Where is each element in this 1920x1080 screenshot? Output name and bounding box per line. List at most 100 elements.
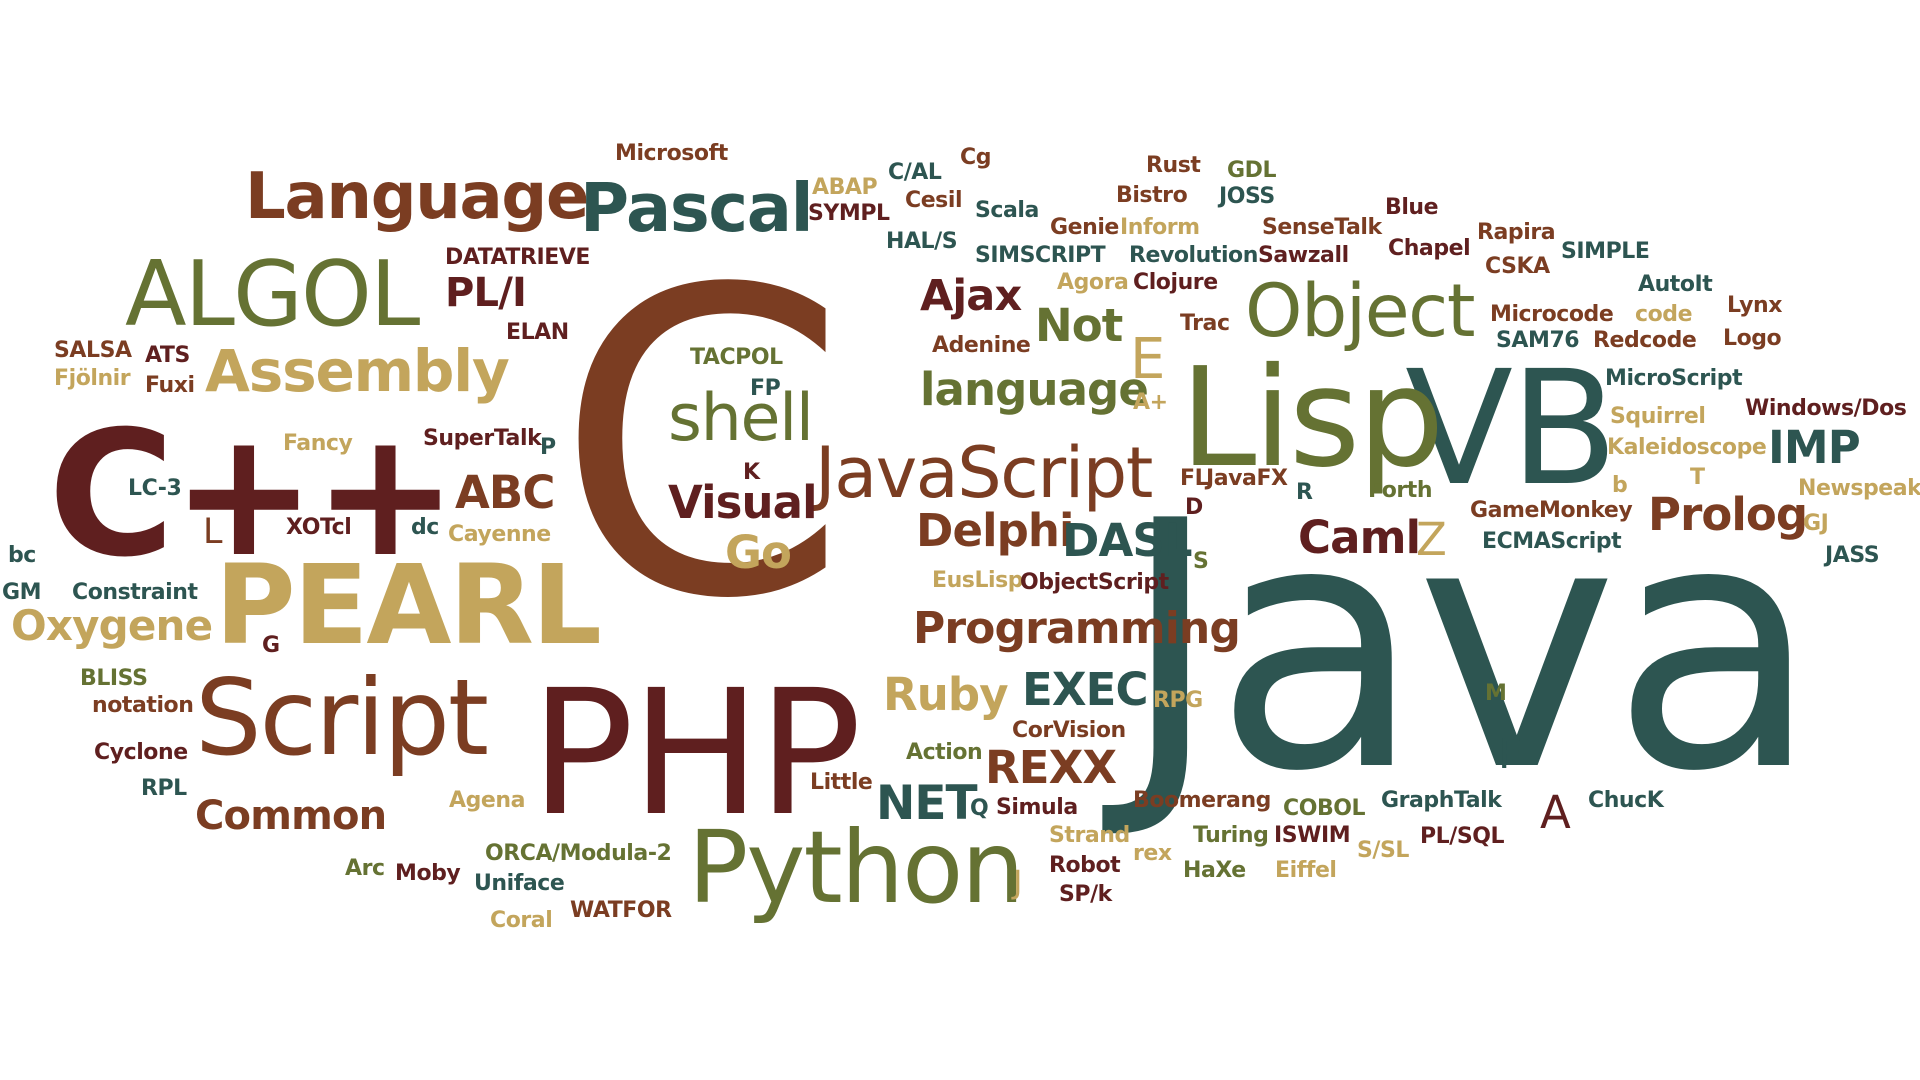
- word-j: J: [1013, 863, 1022, 901]
- word-q: Q: [970, 796, 989, 821]
- word-datatrieve: DATATRIEVE: [445, 245, 591, 270]
- word-moby: Moby: [395, 861, 461, 886]
- word-simula: Simula: [996, 795, 1078, 820]
- word-vb: VB: [1405, 337, 1618, 521]
- word-fancy: Fancy: [283, 431, 353, 456]
- word-tacpol: TACPOL: [690, 345, 783, 370]
- word-newspeak: Newspeak: [1798, 476, 1920, 501]
- word-assembly: Assembly: [205, 337, 510, 405]
- word-agena: Agena: [449, 788, 526, 813]
- word-pl-i: PL/I: [445, 270, 527, 316]
- word-autoit: AutoIt: [1638, 272, 1713, 297]
- word-agora: Agora: [1057, 270, 1129, 295]
- word-cayenne: Cayenne: [448, 522, 551, 547]
- word-microcode: Microcode: [1490, 302, 1614, 327]
- word-uniface: Uniface: [474, 871, 565, 896]
- word-rex: rex: [1133, 841, 1172, 866]
- word-simple: SIMPLE: [1561, 239, 1650, 264]
- word-caml: Caml: [1298, 511, 1421, 564]
- word-bliss: BLISS: [80, 666, 148, 691]
- word-g: G: [262, 633, 280, 658]
- word-sam76: SAM76: [1496, 328, 1580, 353]
- word-scala: Scala: [975, 198, 1039, 223]
- word-joss: JOSS: [1219, 184, 1275, 209]
- word-s: S: [1193, 549, 1209, 574]
- word-chuck: ChucK: [1588, 788, 1664, 813]
- word-gamemonkey: GameMonkey: [1470, 498, 1633, 523]
- word-cyclone: Cyclone: [94, 740, 188, 765]
- word-javascript: JavaScript: [815, 432, 1153, 514]
- word-common: Common: [195, 793, 387, 839]
- word-corvision: CorVision: [1012, 718, 1126, 743]
- word-bc: bc: [8, 543, 36, 568]
- word-sp-k: SP/k: [1059, 882, 1112, 907]
- word-go: Go: [725, 526, 792, 579]
- word-arc: Arc: [345, 856, 385, 881]
- word-java: Java: [1120, 449, 1820, 846]
- word-k: K: [743, 460, 760, 485]
- word-constraint: Constraint: [72, 580, 198, 605]
- word-c-al: C/AL: [888, 160, 942, 185]
- word-rpl: RPL: [141, 776, 187, 801]
- word-cobol: COBOL: [1283, 796, 1366, 821]
- word-shell: shell: [668, 381, 814, 456]
- word-cska: CSKA: [1485, 254, 1550, 279]
- word-ats: ATS: [145, 343, 190, 368]
- word-cg: Cg: [960, 145, 992, 170]
- word-little: Little: [810, 770, 873, 795]
- word-microscript: MicroScript: [1605, 366, 1743, 391]
- word-graphtalk: GraphTalk: [1381, 788, 1502, 813]
- word-abc: ABC: [455, 466, 555, 519]
- word-gdl: GDL: [1227, 158, 1277, 183]
- word-a: A: [1540, 786, 1571, 839]
- word-pascal: Pascal: [580, 169, 814, 247]
- word-inform: Inform: [1120, 215, 1200, 240]
- word-hal-s: HAL/S: [886, 229, 958, 254]
- word-b: b: [1612, 473, 1628, 498]
- word-sawzall: Sawzall: [1258, 243, 1349, 268]
- word-forth: Forth: [1368, 478, 1433, 503]
- word-objectscript: ObjectScript: [1020, 570, 1169, 595]
- word-gm: GM: [2, 580, 42, 605]
- word-lynx: Lynx: [1727, 293, 1782, 318]
- word-lc-3: LC-3: [128, 476, 182, 501]
- word-fl: FL: [1180, 466, 1209, 491]
- word-p: P: [540, 435, 556, 460]
- word-notation: notation: [92, 693, 194, 718]
- word-ajax: Ajax: [920, 271, 1022, 321]
- word-rust: Rust: [1146, 153, 1201, 178]
- word-imp: IMP: [1768, 421, 1861, 474]
- word-iswim: ISWIM: [1274, 823, 1351, 848]
- word-abap: ABAP: [812, 175, 878, 200]
- word-f: F: [1498, 729, 1522, 778]
- word-language: language: [920, 363, 1149, 416]
- word-strand: Strand: [1049, 823, 1130, 848]
- word-sensetalk: SenseTalk: [1262, 215, 1382, 240]
- word-gj: GJ: [1803, 511, 1829, 536]
- word-rexx: REXX: [985, 741, 1117, 794]
- word-m: M: [1485, 681, 1507, 706]
- word-object: Object: [1245, 269, 1475, 354]
- word-adenine: Adenine: [932, 333, 1031, 358]
- word-pearl: PEARL: [215, 541, 602, 669]
- word-delphi: Delphi: [916, 504, 1074, 557]
- word-redcode: Redcode: [1593, 328, 1697, 353]
- word-haxe: HaXe: [1183, 858, 1246, 883]
- word-language-title: Language: [245, 160, 589, 234]
- word-visual: Visual: [668, 476, 818, 529]
- word-coral: Coral: [490, 908, 553, 933]
- word-fjolnir: Fjölnir: [54, 366, 131, 391]
- word-net: NET: [876, 776, 978, 831]
- word-clojure: Clojure: [1133, 270, 1218, 295]
- word-fuxi: Fuxi: [145, 373, 195, 398]
- word-t: T: [1690, 465, 1705, 490]
- word-euslisp: EusLisp: [932, 568, 1024, 593]
- word-l: L: [203, 512, 223, 552]
- word-action: Action: [906, 740, 983, 765]
- word-windows-dos: Windows/Dos: [1745, 396, 1907, 421]
- word-s-sl: S/SL: [1357, 838, 1409, 863]
- word-jass: JASS: [1825, 543, 1880, 568]
- word-javafx: JavaFX: [1206, 466, 1288, 491]
- word-programming: Programming: [913, 603, 1241, 654]
- word-chapel: Chapel: [1388, 236, 1471, 261]
